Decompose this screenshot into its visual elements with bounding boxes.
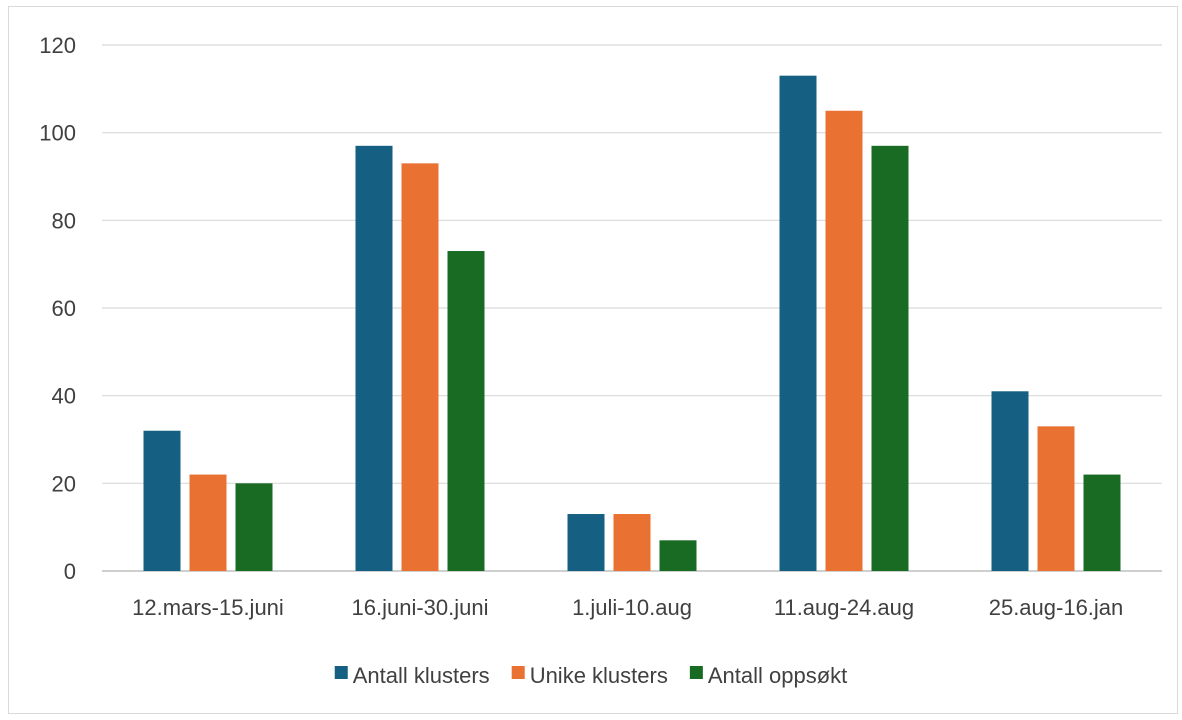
bar xyxy=(567,514,605,571)
x-axis-labels: 12.mars-15.juni 16.juni-30.juni 1.juli-10.… xyxy=(132,595,1123,620)
legend-item: Unike klusters xyxy=(511,663,668,688)
legend: Antall klusters Unike klusters Antall opps… xyxy=(334,663,847,688)
bar xyxy=(143,430,181,571)
category-label: 25.aug-16.jan xyxy=(989,595,1124,620)
bar xyxy=(447,251,485,571)
y-tick-label: 0 xyxy=(64,559,76,584)
bar xyxy=(779,75,817,571)
y-tick-label: 80 xyxy=(52,208,76,233)
bar xyxy=(401,163,439,571)
category-label: 11.aug-24.aug xyxy=(774,595,914,620)
bar xyxy=(1037,426,1075,571)
category-label: 1.juli-10.aug xyxy=(572,595,692,620)
legend-label: Antall klusters xyxy=(353,663,490,688)
legend-label: Unike klusters xyxy=(530,663,668,688)
y-tick-label: 60 xyxy=(52,296,76,321)
bar xyxy=(235,483,273,571)
category-label: 16.juni-30.juni xyxy=(352,595,489,620)
category-label: 12.mars-15.juni xyxy=(132,595,284,620)
y-tick-label: 100 xyxy=(39,121,76,146)
y-tick-label: 120 xyxy=(39,33,76,58)
y-tick-label: 20 xyxy=(52,471,76,496)
bar xyxy=(825,110,863,571)
legend-item: Antall klusters xyxy=(334,663,490,688)
legend-label: Antall oppsøkt xyxy=(708,663,847,688)
y-axis-ticks: 0 20 40 60 80 100 120 xyxy=(39,33,76,584)
legend-swatch xyxy=(689,666,703,679)
y-tick-label: 40 xyxy=(52,384,76,409)
bar xyxy=(189,474,227,571)
bar xyxy=(1083,474,1121,571)
bar xyxy=(871,145,909,572)
bar xyxy=(991,391,1029,571)
bars xyxy=(143,75,1121,572)
legend-item: Antall oppsøkt xyxy=(689,663,847,688)
chart-frame xyxy=(8,6,1178,714)
legend-swatch xyxy=(334,666,348,679)
bar xyxy=(659,540,697,571)
legend-swatch xyxy=(511,666,525,679)
gridlines xyxy=(102,44,1162,572)
bar xyxy=(355,145,393,572)
bar xyxy=(613,514,651,571)
